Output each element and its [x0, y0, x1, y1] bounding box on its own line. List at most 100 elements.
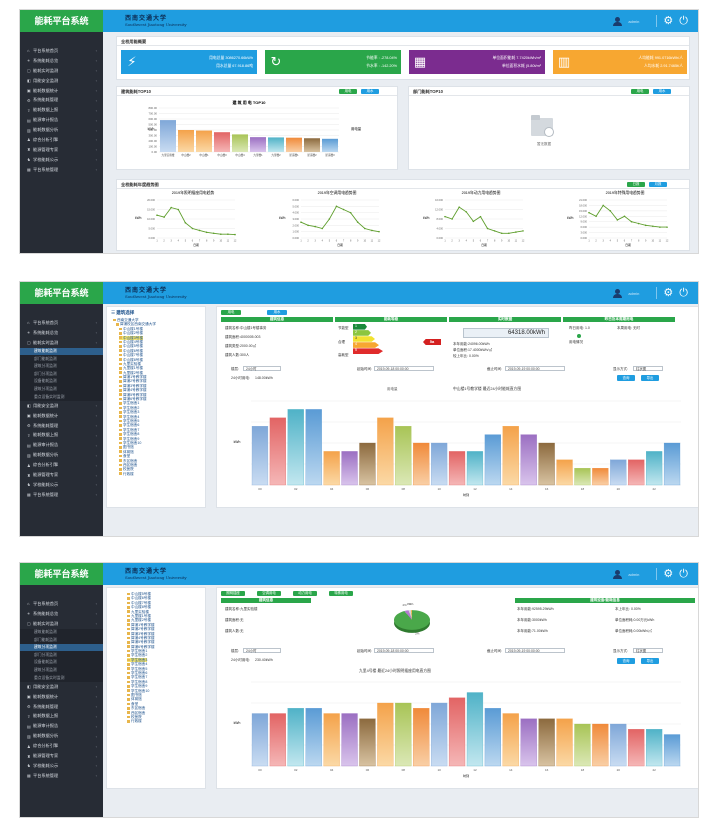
sidebar-item-10[interactable]: ♜ 能源管理专家 ‹	[20, 470, 103, 480]
tree-node[interactable]: 体育馆	[119, 450, 156, 454]
tree-node[interactable]: 犀浦4号教学楼	[127, 636, 155, 640]
sidebar-subitem[interactable]: 部门分项监测	[20, 651, 103, 660]
sidebar-subitem[interactable]: 建筑能耗监测	[20, 628, 103, 637]
sidebar-item-5[interactable]: ⚙ 系统能耗管理 ‹	[20, 95, 103, 105]
tree-node[interactable]: 犀浦5号教学楼	[119, 393, 156, 397]
tree-node[interactable]: 学生宿舍7	[127, 675, 155, 679]
special-use-button[interactable]: 特殊用电	[329, 591, 353, 596]
tree-node[interactable]: 犀浦1号教学楼	[127, 623, 155, 627]
sidebar-item-7[interactable]: ▤ 能源审计报告 ‹	[20, 721, 103, 731]
dept-water-button[interactable]: 用水	[653, 89, 671, 94]
tree-node[interactable]: 校医院	[127, 715, 155, 719]
tree-node[interactable]: 犀浦2号教学楼	[119, 379, 156, 383]
sidebar-item-8[interactable]: ▥ 能耗数据分析 ‹	[20, 450, 103, 460]
sidebar-item-4[interactable]: ▣ 能耗数据统计 ‹	[20, 692, 103, 702]
sidebar-subitem[interactable]: 建筑分项监测	[20, 666, 103, 675]
query-button[interactable]: 查询	[617, 375, 635, 381]
tree-node[interactable]: 图书馆	[127, 693, 155, 697]
sidebar-item-12[interactable]: ▦ 平台系统管理 ‹	[20, 490, 103, 500]
power-use-button[interactable]: 动力用电	[293, 591, 317, 596]
brand-logo[interactable]: 能耗平台系统	[20, 10, 103, 32]
tree-node[interactable]: 中山楼8号楼	[119, 358, 156, 362]
sidebar-item-8[interactable]: ▥ 能耗数据分析 ‹	[20, 731, 103, 741]
power-icon[interactable]: ⏻	[679, 287, 688, 299]
tree-node[interactable]: 学生宿舍7	[119, 428, 156, 432]
start-time-input[interactable]: 2019-09-18 00:00:00	[374, 366, 434, 371]
tree-node[interactable]: 学生宿舍2	[127, 653, 155, 657]
tree-node[interactable]: 学生宿舍9	[119, 437, 156, 441]
tree-node[interactable]: 九里楼2号楼	[119, 371, 156, 375]
export-button[interactable]: 导出	[641, 375, 659, 381]
sidebar-item-1[interactable]: ⚭ 系统能耗总览 ‹	[20, 328, 103, 338]
sidebar-subitem[interactable]: 建筑分项监测	[20, 362, 103, 371]
tree-node[interactable]: 犀浦3号教学楼	[119, 384, 156, 388]
power-icon[interactable]: ⏻	[679, 568, 688, 580]
start-time-input[interactable]: 2019-09-18 00:00:00	[374, 648, 434, 653]
tree-node[interactable]: 食堂	[127, 702, 155, 706]
tree-node[interactable]: 中山楼7号楼	[127, 601, 155, 605]
tree-node[interactable]: 学生宿舍1	[119, 401, 156, 405]
sidebar-item-12[interactable]: ▦ 平台系统管理 ‹	[20, 165, 103, 175]
sidebar-subitem[interactable]: 建筑分项监测	[20, 385, 103, 394]
sidebar-item-2[interactable]: ▢ 能耗实时监测 ‹	[20, 338, 103, 348]
tree-node[interactable]: 九里楼1号楼	[127, 614, 155, 618]
tree-node[interactable]: 校医院	[119, 467, 156, 471]
sidebar-subitem[interactable]: 设备能耗监测	[20, 659, 103, 667]
sidebar-item-5[interactable]: ⚙ 系统能耗管理 ‹	[20, 421, 103, 431]
sidebar-item-3[interactable]: ◧ 用能安全监测 ‹	[20, 76, 103, 86]
tree-node[interactable]: 犀浦3号教学楼	[127, 632, 155, 636]
trend-daily-button[interactable]: 日报	[627, 182, 645, 187]
tree-node[interactable]: 中山楼6号楼	[127, 596, 155, 600]
sidebar-subitem[interactable]: 部门分项监测	[20, 370, 103, 379]
tree-node[interactable]: 九里楼2号楼	[127, 618, 155, 622]
tree-node[interactable]: 学生宿舍4	[119, 415, 156, 419]
tree-node[interactable]: 学生宿舍4	[127, 662, 155, 666]
brand-logo[interactable]: 能耗平台系统	[20, 282, 103, 304]
tree-node[interactable]: 中山楼8号楼	[127, 605, 155, 609]
sidebar-item-7[interactable]: ▤ 能源审计报告 ‹	[20, 440, 103, 450]
display-mode-select[interactable]: 柱状图	[633, 366, 663, 371]
tab-electric[interactable]: 用电	[221, 310, 241, 315]
sidebar-item-3[interactable]: ◧ 用能安全监测 ‹	[20, 682, 103, 692]
gear-icon[interactable]: ⚙	[663, 287, 674, 299]
tree-node[interactable]: 九里实验楼	[119, 362, 156, 366]
sidebar-subitem[interactable]: 设备能耗监测	[20, 378, 103, 386]
tree-node[interactable]: 学生宿舍6	[119, 423, 156, 427]
tree-node[interactable]: 西区宿舍	[119, 463, 156, 467]
sidebar-item-6[interactable]: ⇪ 能耗数据上报 ‹	[20, 431, 103, 441]
tree-node[interactable]: 东区宿舍	[119, 459, 156, 463]
query-button[interactable]: 查询	[617, 658, 635, 664]
tree-node[interactable]: 东区宿舍	[127, 706, 155, 710]
brand-logo[interactable]: 能耗平台系统	[20, 563, 103, 585]
sidebar-subitem[interactable]: 重点设备实时监测	[20, 393, 103, 401]
tree-node[interactable]: 学生宿舍8	[119, 432, 156, 436]
aircon-button[interactable]: 空调用电	[257, 591, 281, 596]
tree-node[interactable]: 九里实验楼	[127, 610, 155, 614]
end-time-input[interactable]: 2019-09-19 00:00:00	[505, 648, 565, 653]
tree-node[interactable]: 中山楼5号楼	[127, 592, 155, 596]
tree-node[interactable]: 行政楼	[119, 472, 156, 476]
tree-node[interactable]: 学生宿舍5	[119, 419, 156, 423]
tree-node[interactable]: 学生宿舍10	[127, 689, 155, 693]
username[interactable]: admin	[628, 571, 640, 577]
sidebar-item-6[interactable]: ⇪ 能耗数据上报 ‹	[20, 712, 103, 722]
username[interactable]: admin	[628, 18, 640, 24]
gear-icon[interactable]: ⚙	[663, 15, 674, 27]
tree-node[interactable]: 犀浦6号教学楼	[119, 397, 156, 401]
tree-node[interactable]: 中山楼7号楼	[119, 353, 156, 357]
sidebar-subitem[interactable]: 重点设备实时监测	[20, 674, 103, 682]
tree-node[interactable]: 中山楼3号楼	[119, 335, 143, 340]
sidebar-item-10[interactable]: ♜ 能源管理专家 ‹	[20, 751, 103, 761]
tree-node[interactable]: 体育馆	[127, 697, 155, 701]
tree-node[interactable]: 犀浦2号教学楼	[127, 627, 155, 631]
tree-root[interactable]: 西南交通大学	[113, 318, 156, 322]
sidebar-item-6[interactable]: ⇪ 能耗数据上报 ‹	[20, 105, 103, 115]
tab-water[interactable]: 用水	[267, 310, 287, 315]
top10-water-button[interactable]: 用水	[361, 89, 379, 94]
sidebar-subitem[interactable]: 部门能耗监测	[20, 636, 103, 644]
range-select[interactable]: 24小时	[243, 366, 281, 371]
tree-node[interactable]: 学生宿舍2	[119, 406, 156, 410]
sidebar-item-9[interactable]: ♟ 综合分析引擎 ‹	[20, 460, 103, 470]
sidebar-item-3[interactable]: ◧ 用能安全监测 ‹	[20, 401, 103, 411]
sidebar-item-11[interactable]: ♞ 学校能耗公示 ‹	[20, 761, 103, 771]
